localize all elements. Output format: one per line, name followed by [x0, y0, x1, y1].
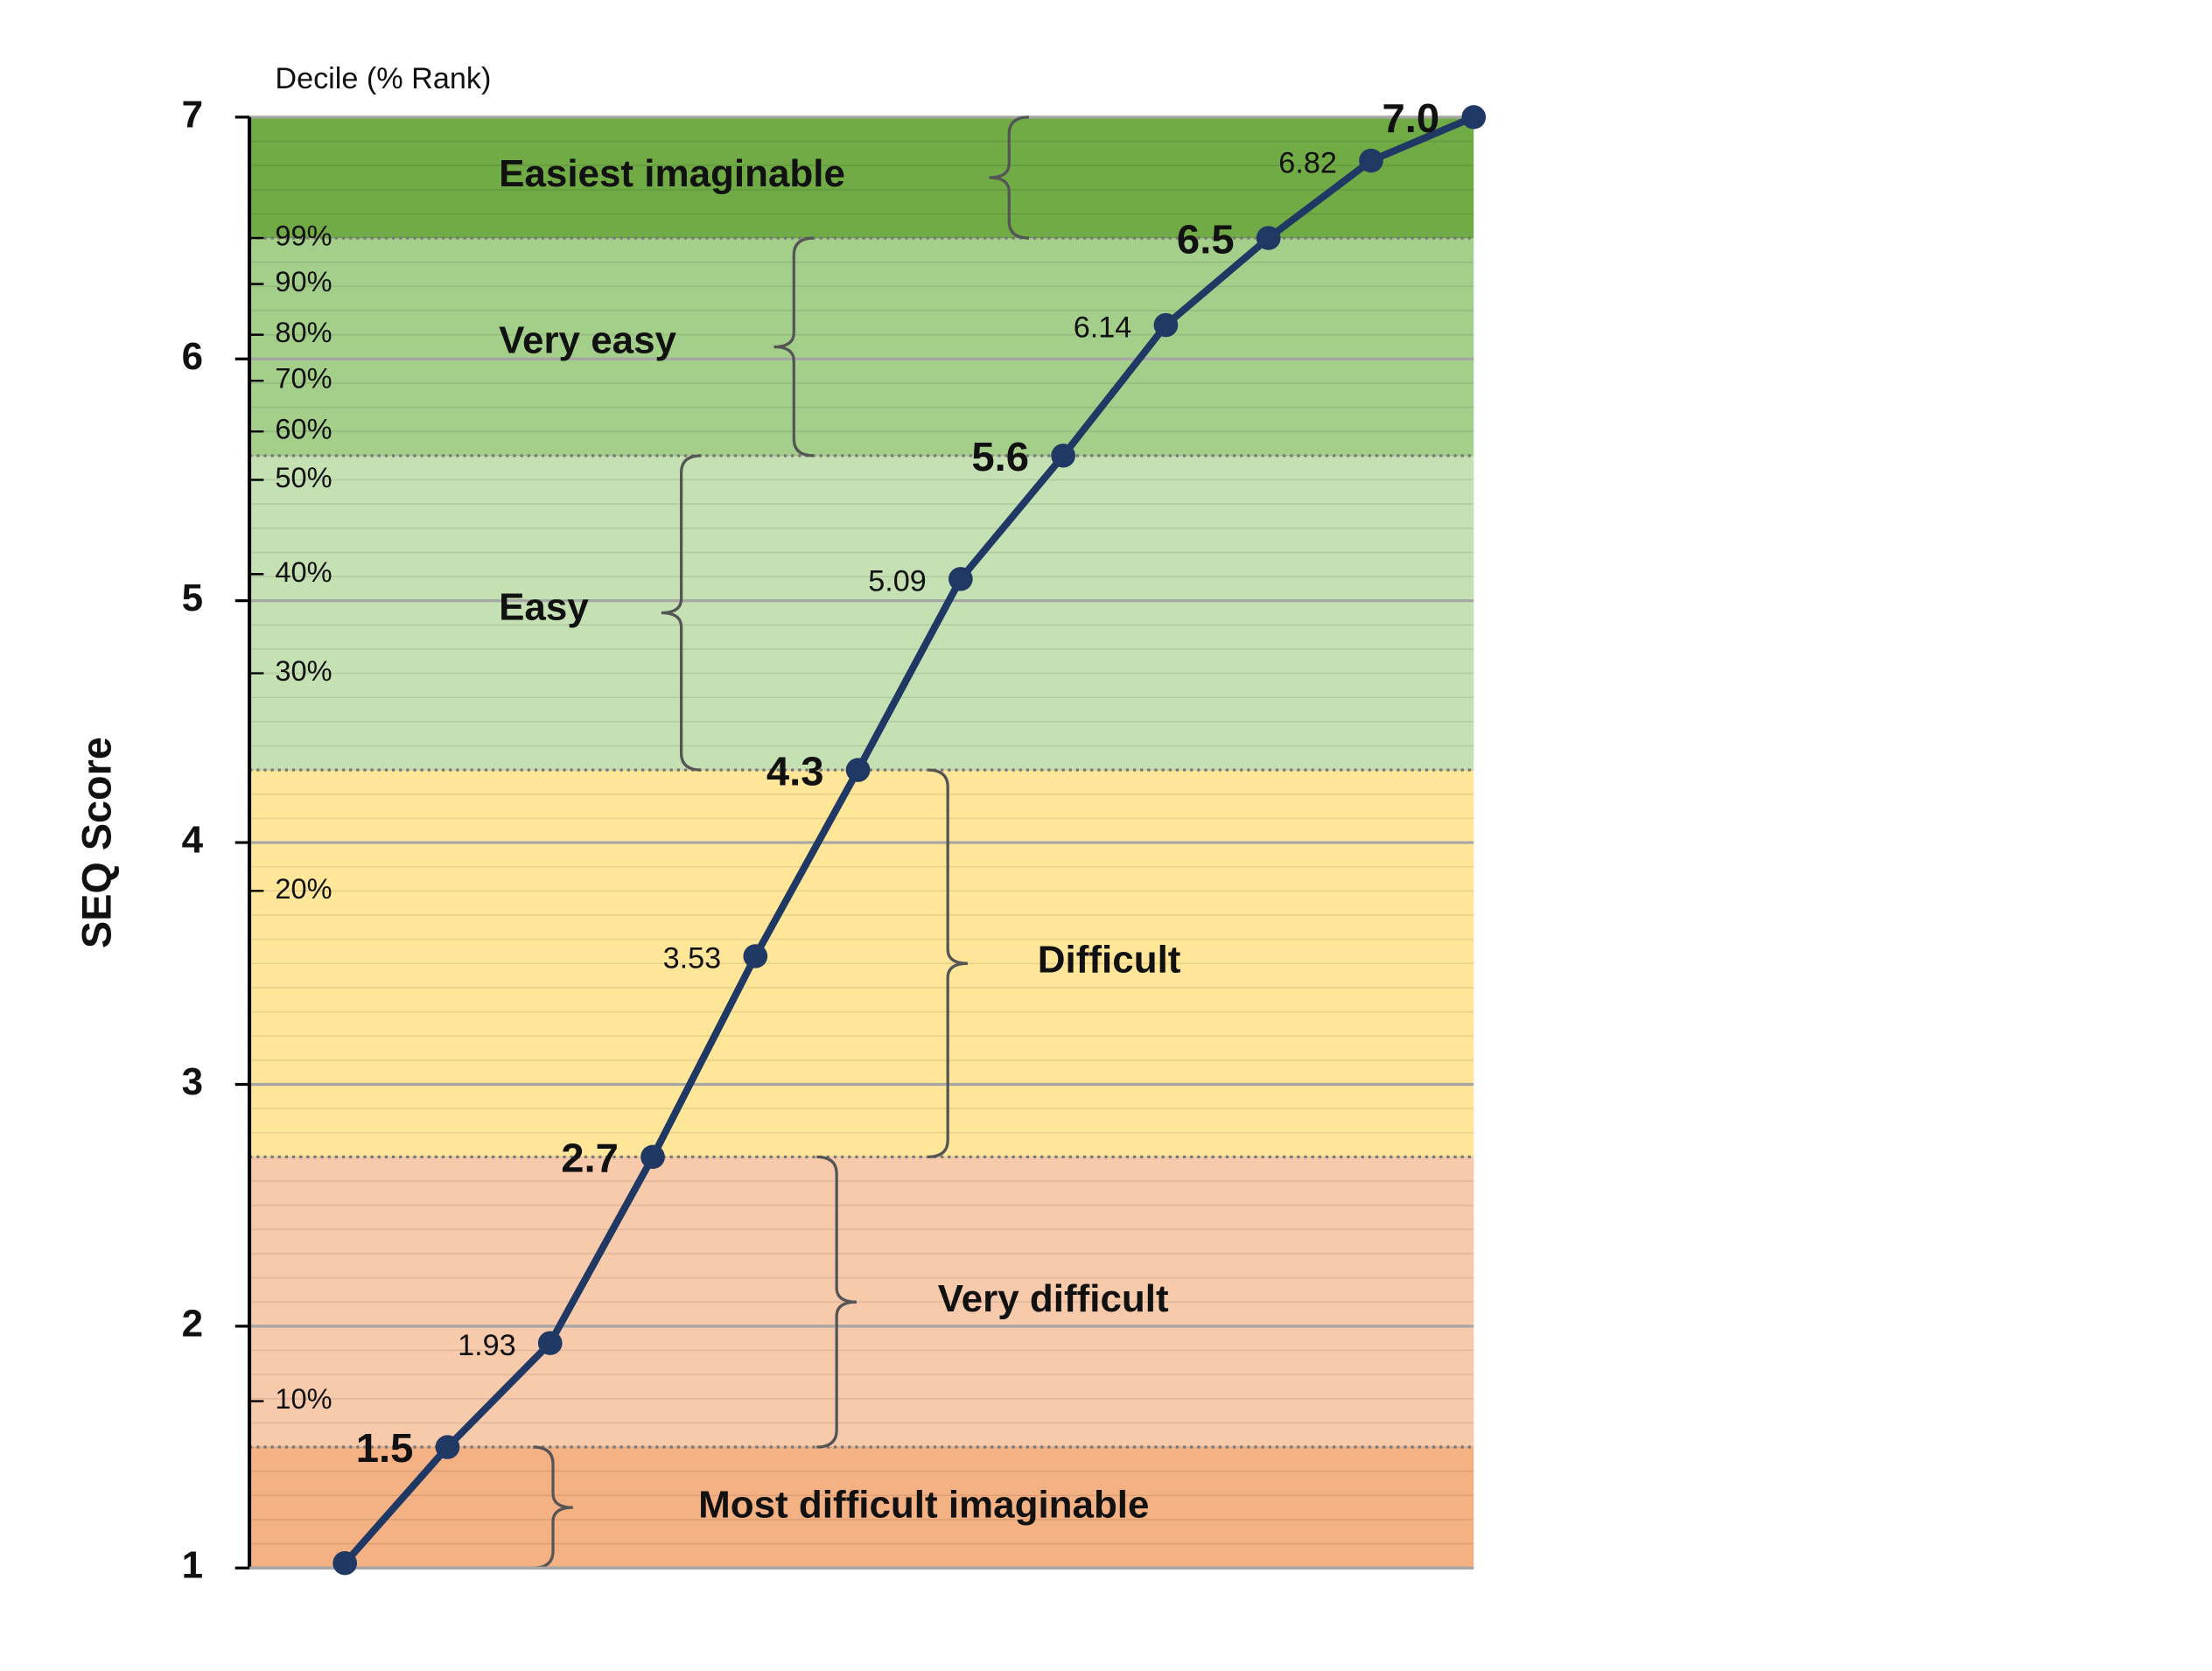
decile-tick-label: 20%	[275, 873, 332, 905]
band	[249, 455, 1474, 771]
point	[1256, 226, 1281, 250]
line	[342, 114, 1475, 1566]
decile-tick-label: 40%	[275, 556, 332, 588]
band-label: Very easy	[499, 319, 677, 362]
band-label: Difficult	[1038, 939, 1181, 982]
value-label: 1.5	[356, 1424, 414, 1471]
point	[948, 567, 973, 591]
y-tick-label: 4	[182, 819, 204, 862]
point	[435, 1435, 460, 1459]
decile-tick-label: 60%	[275, 414, 332, 445]
decile-tick-label: 90%	[275, 266, 332, 297]
band-label: Easiest imaginable	[499, 152, 845, 195]
decile-tick-label: 30%	[275, 655, 332, 687]
band	[249, 1157, 1474, 1448]
point	[743, 944, 768, 968]
y-tick-label: 7	[182, 94, 203, 136]
y-tick-label: 6	[182, 335, 203, 378]
value-label: 6.82	[1278, 147, 1337, 180]
decile-tick-label: 80%	[275, 317, 332, 348]
brace	[774, 236, 815, 458]
brace	[989, 115, 1030, 240]
y-tick-label: 2	[182, 1303, 203, 1346]
band	[249, 770, 1474, 1157]
point	[1461, 105, 1487, 129]
decile-tick-label: 99%	[275, 220, 332, 252]
brace	[661, 454, 702, 772]
point	[845, 758, 871, 782]
decile-tick-label: 50%	[275, 462, 332, 493]
point	[1051, 444, 1075, 468]
y-tick-label: 3	[182, 1060, 203, 1103]
value-label: 5.09	[868, 565, 927, 598]
value-label: 5.6	[971, 433, 1029, 479]
value-label: 4.3	[766, 748, 824, 794]
brace	[928, 768, 969, 1158]
y-tick-label: 5	[182, 577, 203, 619]
decile-tick-label: 70%	[275, 363, 332, 395]
value-label: 2.7	[561, 1135, 619, 1181]
band-label: Most difficult imaginable	[698, 1484, 1149, 1527]
band-label: Very difficult	[938, 1277, 1169, 1320]
value-label: 1.93	[458, 1329, 516, 1362]
band	[249, 1447, 1474, 1569]
brace	[533, 1445, 573, 1570]
band-label: Easy	[499, 586, 589, 629]
point	[1359, 148, 1383, 173]
point	[1153, 312, 1179, 338]
y-tick-label: 1	[182, 1544, 203, 1587]
point	[332, 1550, 358, 1576]
value-label: 3.53	[663, 942, 722, 975]
point	[640, 1144, 665, 1170]
brace	[816, 1155, 857, 1449]
value-label: 6.5	[1177, 215, 1235, 262]
band	[249, 238, 1474, 456]
decile-tick-label: 10%	[275, 1383, 332, 1415]
value-label: 7.0	[1382, 94, 1439, 141]
point	[537, 1331, 563, 1355]
y-axis-title: SEQ Score	[73, 737, 119, 948]
decile-axis-title: Decile (% Rank)	[275, 62, 491, 95]
band	[249, 116, 1474, 239]
value-label: 6.14	[1074, 311, 1132, 345]
